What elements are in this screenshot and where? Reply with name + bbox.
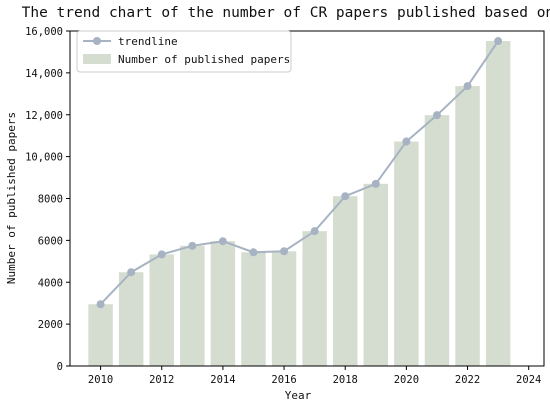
bar [118,272,144,366]
legend-bar-swatch [83,54,111,64]
trendline-point [402,137,411,146]
x-tick-label: 2020 [394,374,419,386]
x-axis-label: Year [285,389,312,402]
x-tick-label: 2022 [455,374,480,386]
y-tick-label: 8000 [38,194,63,206]
trendline-point [188,241,197,250]
bar [485,41,511,367]
x-tick-label: 2010 [88,374,113,386]
trendline-point [280,247,289,256]
x-tick-label: 2016 [271,374,296,386]
trendline-point [371,179,380,188]
bar [424,115,450,366]
bar [88,304,113,366]
y-tick-label: 6000 [38,235,63,247]
y-tick-label: 10,000 [25,152,63,164]
legend-trendline-marker [93,37,101,45]
trendline-point [341,192,350,201]
trendline-point [463,82,472,91]
y-axis-label: Number of published papers [5,112,18,284]
bar-group [88,41,511,367]
legend: trendline Number of published papers [76,30,292,73]
y-tick-label: 4000 [38,277,63,289]
trendline-point [157,250,166,259]
chart-title: The trend chart of the number of CR pape… [22,5,550,21]
trendline-point [218,237,227,246]
bar [302,231,327,366]
trendline-point [249,248,258,257]
bar [149,254,174,366]
y-tick-label: 0 [57,361,63,373]
y-tick-label: 14,000 [25,68,63,80]
trendline-point [432,111,441,120]
bar [271,251,297,366]
legend-trendline-label: trendline [118,35,178,48]
bar [455,86,480,367]
trendline-group [96,37,503,309]
bar [210,241,236,366]
bar [241,252,266,366]
bar [180,245,205,366]
trendline-point [96,300,105,309]
trendline [99,40,499,305]
bar [332,196,358,366]
legend-box [76,30,292,73]
x-tick-label: 2012 [149,374,174,386]
y-axis: 0 2000 4000 6000 8000 10,000 12,000 14,000 16,00… [25,26,70,373]
y-tick-label: 12,000 [25,110,63,122]
bar [363,183,389,366]
trendline-point [127,268,136,277]
y-tick-label: 2000 [38,319,63,331]
trendline-point [494,37,503,46]
y-tick-label: 16,000 [25,26,63,38]
bar [394,141,419,366]
x-axis: 2010 2012 2014 2016 2018 2020 2022 2024 [88,366,541,386]
trendline-point [310,227,319,236]
x-tick-label: 2018 [333,374,358,386]
x-tick-label: 2014 [210,374,235,386]
legend-bar-label: Number of published papers [118,53,290,66]
x-tick-label: 2024 [516,374,541,386]
